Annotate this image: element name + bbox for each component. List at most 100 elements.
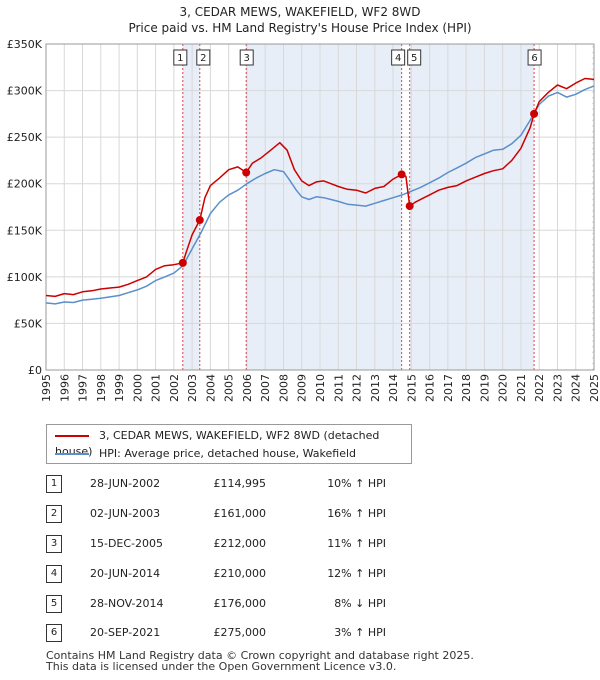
sale-label-box [239, 49, 254, 66]
x-tick-label: 2012 [351, 374, 364, 402]
y-tick-label: £350K [7, 38, 43, 51]
x-tick-label: 2008 [277, 374, 290, 402]
transaction-date: 28-NOV-2014 [90, 597, 164, 610]
transaction-date: 02-JUN-2003 [90, 507, 161, 520]
footer-line-1: Contains HM Land Registry data © Crown c… [46, 649, 474, 662]
transaction-price: £210,000 [213, 567, 267, 580]
legend-item-property: 3, CEDAR MEWS, WAKEFIELD, WF2 8WD (detac… [55, 428, 411, 458]
sale-label-text: 4 [395, 53, 401, 64]
x-tick-label: 2000 [131, 374, 144, 402]
y-tick-label: £0 [28, 364, 42, 377]
sale-label-text: 3 [244, 53, 250, 64]
y-tick-label: £100K [7, 271, 43, 284]
transaction-number: 2 [46, 505, 62, 523]
sale-point [397, 170, 406, 179]
x-tick-label: 2023 [551, 374, 564, 402]
x-tick-label: 2009 [296, 374, 309, 402]
x-tick-label: 2001 [150, 374, 163, 402]
sale-point [178, 258, 187, 267]
x-tick-label: 2013 [369, 374, 382, 402]
sale-point [195, 216, 204, 225]
sale-point [530, 109, 539, 118]
chart-legend: 3, CEDAR MEWS, WAKEFIELD, WF2 8WD (detac… [46, 424, 412, 464]
footer-note: Contains HM Land Registry data © Crown c… [46, 650, 474, 672]
transaction-row: 4 20-JUN-2014 £210,000 12% ↑ HPI [46, 565, 386, 583]
transaction-date: 20-SEP-2021 [90, 626, 161, 639]
transaction-hpi-diff: 16% ↑ HPI [327, 507, 386, 520]
x-tick-label: 1997 [77, 374, 90, 402]
transaction-hpi-diff: 3% ↑ HPI [334, 626, 386, 639]
transaction-hpi-diff: 8% ↓ HPI [334, 597, 386, 610]
x-tick-label: 2017 [442, 374, 455, 402]
sale-label-box [527, 49, 542, 66]
price-chart: 3, CEDAR MEWS, WAKEFIELD, WF2 8WD Price … [7, 5, 600, 402]
y-tick-label: £150K [7, 224, 43, 237]
transaction-number: 5 [46, 595, 62, 613]
transaction-price: £114,995 [213, 477, 267, 490]
transaction-number: 1 [46, 475, 62, 493]
transaction-price: £161,000 [213, 507, 267, 520]
sale-label-text: 5 [411, 53, 417, 64]
transaction-hpi-diff: 11% ↑ HPI [327, 537, 386, 550]
x-tick-label: 2004 [204, 374, 217, 402]
x-tick-label: 2011 [332, 374, 345, 402]
x-tick-label: 2024 [570, 374, 583, 402]
transaction-hpi-diff: 12% ↑ HPI [327, 567, 386, 580]
y-tick-label: £200K [7, 178, 43, 191]
transaction-row: 2 02-JUN-2003 £161,000 16% ↑ HPI [46, 505, 386, 523]
transaction-number: 6 [46, 624, 62, 642]
transaction-row: 1 28-JUN-2002 £114,995 10% ↑ HPI [46, 475, 386, 493]
x-tick-label: 2025 [588, 374, 600, 402]
ownership-shade [246, 44, 402, 370]
sale-label-box [173, 49, 188, 66]
legend-item-hpi: HPI: Average price, detached house, Wake… [55, 446, 356, 462]
x-tick-label: 2018 [460, 374, 473, 402]
x-tick-label: 2003 [186, 374, 199, 402]
x-tick-label: 2005 [223, 374, 236, 402]
transaction-row: 6 20-SEP-2021 £275,000 3% ↑ HPI [46, 624, 386, 642]
transaction-number: 3 [46, 535, 62, 553]
ownership-shade [409, 44, 535, 370]
legend-swatch-hpi [55, 453, 89, 455]
transaction-price: £275,000 [213, 626, 267, 639]
x-tick-label: 1996 [58, 374, 71, 402]
transaction-number: 4 [46, 565, 62, 583]
y-tick-label: £250K [7, 131, 43, 144]
x-tick-label: 2010 [314, 374, 327, 402]
y-tick-label: £300K [7, 85, 43, 98]
transaction-hpi-diff: 10% ↑ HPI [327, 477, 386, 490]
x-tick-label: 1995 [40, 374, 53, 402]
sale-point [242, 168, 251, 177]
x-tick-label: 2020 [497, 374, 510, 402]
future-hatch [592, 44, 594, 370]
y-tick-label: £50K [14, 317, 43, 330]
transaction-row: 5 28-NOV-2014 £176,000 8% ↓ HPI [46, 595, 386, 613]
x-tick-label: 2002 [168, 374, 181, 402]
sale-label-box [196, 49, 211, 66]
sale-point [405, 202, 414, 211]
chart-title: 3, CEDAR MEWS, WAKEFIELD, WF2 8WD [179, 5, 420, 19]
x-tick-label: 2016 [424, 374, 437, 402]
chart-subtitle: Price paid vs. HM Land Registry's House … [128, 21, 471, 35]
sale-label-box [407, 49, 422, 66]
x-tick-label: 2006 [241, 374, 254, 402]
sale-label-text: 1 [177, 53, 183, 64]
sale-label-text: 2 [200, 53, 206, 64]
x-tick-label: 2019 [478, 374, 491, 402]
transaction-date: 15-DEC-2005 [90, 537, 164, 550]
x-tick-label: 2007 [259, 374, 272, 402]
series-line-property [45, 77, 595, 298]
transaction-date: 28-JUN-2002 [90, 477, 161, 490]
x-tick-label: 1998 [95, 374, 108, 402]
series-line-hpi [45, 85, 595, 305]
x-tick-label: 2021 [515, 374, 528, 402]
sale-label-text: 6 [531, 53, 537, 64]
legend-label-hpi: HPI: Average price, detached house, Wake… [99, 447, 357, 460]
ownership-shade [182, 44, 200, 370]
x-tick-label: 2014 [387, 374, 400, 402]
transaction-date: 20-JUN-2014 [90, 567, 161, 580]
footer-line-2: This data is licensed under the Open Gov… [46, 660, 397, 673]
transaction-row: 3 15-DEC-2005 £212,000 11% ↑ HPI [46, 535, 386, 553]
transaction-price: £212,000 [213, 537, 267, 550]
x-tick-label: 1999 [113, 374, 126, 402]
